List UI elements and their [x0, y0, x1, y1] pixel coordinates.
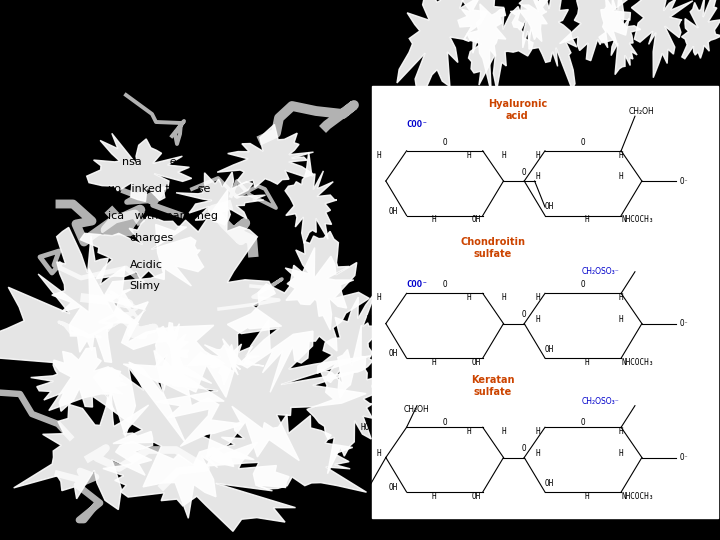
Text: Keratan
sulfate: Keratan sulfate [472, 375, 515, 397]
Text: H: H [618, 293, 624, 302]
Text: OH: OH [545, 202, 554, 212]
Text: OH: OH [388, 349, 397, 359]
Text: OH: OH [388, 483, 397, 492]
Text: H: H [584, 215, 589, 225]
Text: H: H [366, 172, 371, 181]
Text: H: H [501, 151, 505, 160]
Text: OH: OH [545, 479, 554, 488]
Polygon shape [451, 0, 506, 92]
Text: H: H [618, 151, 624, 160]
Polygon shape [559, 0, 631, 60]
Text: H: H [377, 293, 381, 302]
Text: H: H [536, 172, 541, 181]
Text: O: O [522, 444, 526, 454]
Text: H: H [584, 358, 589, 367]
Polygon shape [94, 350, 254, 518]
Text: H: H [536, 449, 541, 458]
Text: COO⁻: COO⁻ [407, 120, 428, 130]
Text: H: H [467, 151, 471, 160]
Text: O: O [442, 280, 447, 289]
Text: O: O [442, 418, 447, 428]
Text: H: H [618, 315, 624, 324]
Text: H: H [432, 215, 436, 225]
Polygon shape [285, 231, 354, 330]
Text: nsa        e: nsa e [122, 157, 177, 167]
Text: CH₂OSO₃⁻: CH₂OSO₃⁻ [582, 397, 619, 406]
Text: H: H [584, 492, 589, 501]
Polygon shape [14, 392, 153, 510]
Text: H: H [432, 492, 436, 501]
Text: ica   with many neg: ica with many neg [108, 211, 218, 221]
Text: NHCOCH₃: NHCOCH₃ [621, 215, 654, 225]
Text: OH: OH [471, 215, 480, 225]
Polygon shape [80, 217, 204, 286]
Polygon shape [510, 0, 547, 48]
Text: H: H [536, 315, 541, 324]
Text: H: H [501, 427, 505, 436]
Text: O: O [522, 310, 526, 320]
Text: H: H [377, 449, 381, 458]
Polygon shape [307, 325, 400, 474]
Text: CH₂OH: CH₂OH [629, 107, 654, 117]
Text: H: H [536, 293, 541, 302]
Text: H: H [432, 358, 436, 367]
Text: OH: OH [545, 345, 554, 354]
Polygon shape [52, 227, 139, 362]
Text: HO: HO [361, 423, 369, 432]
Text: CH₂OSO₃⁻: CH₂OSO₃⁻ [582, 267, 619, 276]
Text: charges: charges [130, 233, 174, 242]
Polygon shape [102, 190, 282, 397]
Polygon shape [103, 441, 295, 531]
Text: O: O [522, 168, 526, 177]
Polygon shape [123, 320, 372, 461]
Text: COO⁻: COO⁻ [407, 280, 428, 289]
Text: H: H [467, 293, 471, 302]
Text: O: O [581, 138, 585, 147]
Text: H: H [501, 293, 505, 302]
Polygon shape [86, 133, 192, 201]
Text: H: H [618, 427, 624, 436]
Text: OH: OH [388, 207, 397, 216]
Text: Chondroitin
sulfate: Chondroitin sulfate [461, 237, 526, 259]
Polygon shape [397, 0, 487, 105]
Polygon shape [599, 0, 641, 75]
Text: O: O [581, 418, 585, 428]
Text: H: H [377, 151, 381, 160]
Text: H: H [366, 315, 371, 324]
Text: Slimy: Slimy [130, 281, 161, 291]
Text: O⁻: O⁻ [680, 177, 689, 186]
Text: H: H [536, 151, 541, 160]
Text: CH₂OH: CH₂OH [404, 406, 430, 415]
Polygon shape [197, 344, 264, 385]
Polygon shape [228, 248, 369, 392]
Bar [372, 86, 718, 518]
Text: OH: OH [471, 358, 480, 367]
Text: O⁻: O⁻ [680, 453, 689, 462]
Text: Hyaluronic
acid: Hyaluronic acid [487, 99, 547, 120]
Text: Acidic: Acidic [130, 260, 163, 269]
Polygon shape [467, 4, 533, 90]
Text: H: H [467, 427, 471, 436]
Text: H: H [618, 449, 624, 458]
Polygon shape [318, 292, 377, 398]
Polygon shape [0, 268, 225, 443]
Polygon shape [285, 152, 337, 244]
Polygon shape [631, 0, 693, 78]
Text: NHCOCH₃: NHCOCH₃ [621, 358, 654, 367]
Polygon shape [217, 124, 314, 187]
Polygon shape [155, 322, 189, 390]
Text: xo   inked t        se: xo inked t se [108, 184, 210, 194]
Text: NHCOCH₃: NHCOCH₃ [621, 492, 654, 501]
Text: O⁻: O⁻ [680, 319, 689, 328]
Polygon shape [176, 172, 266, 225]
Polygon shape [682, 0, 720, 59]
Polygon shape [207, 406, 366, 492]
Polygon shape [521, 0, 577, 90]
Text: O: O [442, 138, 447, 147]
Text: OH: OH [471, 492, 480, 501]
Text: H: H [618, 172, 624, 181]
Text: O: O [581, 280, 585, 289]
Polygon shape [31, 348, 127, 411]
Text: H: H [536, 427, 541, 436]
